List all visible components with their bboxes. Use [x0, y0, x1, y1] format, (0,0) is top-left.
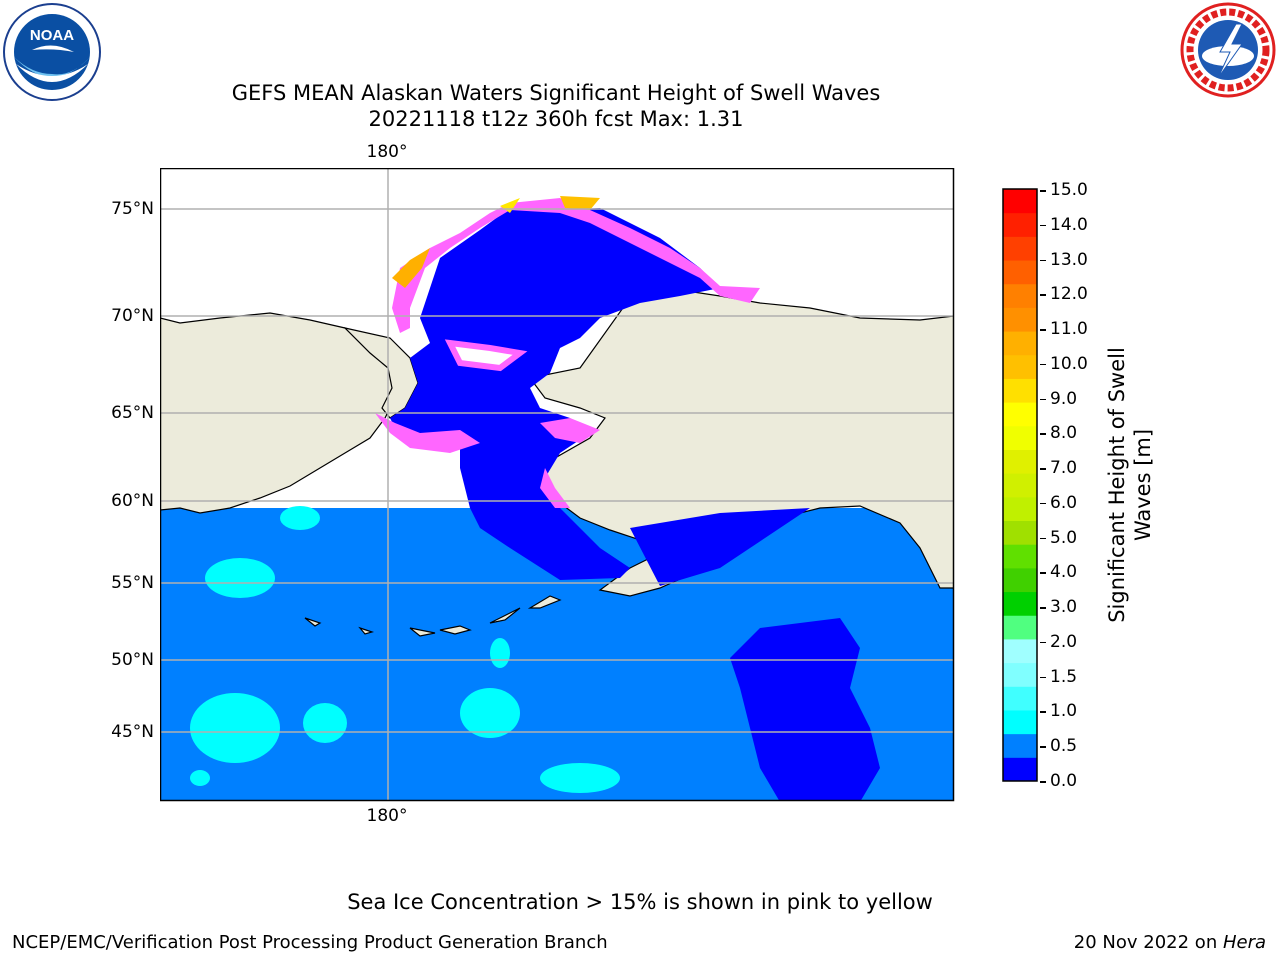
date-credit: 20 Nov 2022 on Hera	[1074, 932, 1266, 953]
medium-swell-patch	[190, 693, 280, 763]
colorbar-tick-label: 8.0	[1050, 423, 1078, 444]
colorbar-tick-mark	[1040, 190, 1046, 192]
colorbar-tick-mark	[1040, 259, 1046, 262]
machine-name: Hera	[1222, 932, 1266, 953]
colorbar-segment	[1003, 354, 1037, 379]
colorbar-tick-mark	[1040, 607, 1046, 609]
colorbar-segment	[1003, 733, 1037, 758]
colorbar-segment	[1003, 615, 1037, 640]
colorbar-tick-label: 1.5	[1050, 666, 1078, 687]
colorbar-tick-label: 0.5	[1050, 736, 1078, 757]
lat-label-50: 50°N	[111, 650, 154, 670]
lon-label-top: 180°	[366, 142, 408, 162]
colorbar-segment	[1003, 567, 1037, 593]
sea-ice-note: Sea Ice Concentration > 15% is shown in …	[347, 890, 933, 914]
colorbar-tick-label: 6.0	[1050, 492, 1078, 513]
swell-height-map	[160, 168, 955, 802]
lon-label-bottom: 180°	[366, 806, 408, 826]
colorbar-tick-label: 0.0	[1050, 771, 1078, 791]
colorbar-tick-mark	[1040, 502, 1046, 505]
branch-credit: NCEP/EMC/Verification Post Processing Pr…	[12, 932, 608, 953]
colorbar-tick-label: 1.0	[1050, 701, 1078, 722]
lat-label-75: 75°N	[111, 199, 154, 219]
colorbar-segment	[1003, 260, 1037, 285]
colorbar-segment	[1003, 378, 1037, 403]
colorbar-tick-mark	[1040, 781, 1046, 783]
colorbar-segment	[1003, 686, 1037, 711]
colorbar-tick-label: 3.0	[1050, 597, 1078, 618]
colorbar-tick-label: 7.0	[1050, 458, 1078, 479]
colorbar-segment	[1003, 520, 1037, 545]
colorbar-segment	[1003, 544, 1037, 569]
colorbar-tick-label: 14.0	[1050, 214, 1088, 235]
colorbar-label-line1: Significant Height of Swell	[1105, 347, 1129, 623]
colorbar-border	[1002, 188, 1038, 782]
colorbar-segment	[1003, 473, 1037, 498]
lat-label-70: 70°N	[111, 306, 154, 326]
nws-logo	[1180, 2, 1276, 98]
colorbar-segment	[1003, 236, 1037, 261]
low-swell-area	[390, 208, 720, 580]
colorbar-tick-mark	[1040, 537, 1046, 540]
colorbar-segment	[1003, 402, 1037, 427]
colorbar-segment	[1003, 662, 1037, 687]
sea-ice-edge	[392, 198, 760, 333]
lat-label-55: 55°N	[111, 573, 154, 593]
date-text: 20 Nov 2022 on	[1073, 932, 1223, 953]
colorbar-segment	[1003, 709, 1037, 735]
colorbar-tick-mark	[1040, 641, 1046, 644]
colorbar-tick-label: 13.0	[1050, 249, 1088, 270]
colorbar-segment	[1003, 331, 1037, 356]
noaa-logo-text: NOAA	[30, 27, 74, 44]
colorbar-tick-mark	[1040, 711, 1046, 713]
colorbar-segment	[1003, 496, 1037, 522]
colorbar-tick-mark	[1040, 676, 1046, 679]
colorbar-tick-mark	[1040, 363, 1046, 366]
lat-label-65: 65°N	[111, 403, 154, 423]
colorbar-tick-label: 2.0	[1050, 631, 1078, 652]
colorbar-tick-label: 15.0	[1050, 180, 1088, 200]
colorbar-tick-label: 5.0	[1050, 527, 1078, 548]
colorbar-tick-mark	[1040, 572, 1046, 574]
colorbar-ticks: 0.0 0.5 1.0 1.5 2.0 3.0 4.0 5.0 6.0 7.0 8.0 9.0 10.0…	[1040, 180, 1110, 791]
colorbar-tick-mark	[1040, 398, 1046, 401]
colorbar-tick-label: 10.0	[1050, 353, 1088, 374]
map-title-line2: 20221118 t12z 360h fcst Max: 1.31	[368, 107, 744, 131]
colorbar-tick-label: 11.0	[1050, 319, 1088, 340]
colorbar-tick-mark	[1040, 329, 1046, 331]
colorbar-segment	[1003, 449, 1037, 474]
lat-label-60: 60°N	[111, 491, 154, 511]
colorbar-segment	[1003, 591, 1037, 616]
colorbar-tick-label: 9.0	[1050, 388, 1078, 409]
map-title-line1: GEFS MEAN Alaskan Waters Significant Hei…	[231, 81, 881, 105]
colorbar-tick-mark	[1040, 294, 1046, 296]
colorbar	[1002, 188, 1038, 782]
lat-label-45: 45°N	[111, 722, 154, 742]
colorbar-tick-label: 4.0	[1050, 562, 1078, 583]
colorbar-segment	[1003, 307, 1037, 332]
colorbar-segment	[1003, 212, 1037, 237]
colorbar-label-line2: Waves [m]	[1131, 428, 1155, 542]
colorbar-tick-mark	[1040, 468, 1046, 470]
colorbar-tick-mark	[1040, 433, 1046, 435]
colorbar-segment	[1003, 638, 1037, 664]
colorbar-tick-mark	[1040, 746, 1046, 748]
colorbar-segment	[1003, 757, 1037, 782]
colorbar-segment	[1003, 425, 1037, 450]
colorbar-tick-mark	[1040, 224, 1046, 227]
colorbar-tick-label: 12.0	[1050, 284, 1088, 305]
colorbar-segment	[1003, 189, 1037, 214]
noaa-logo: NOAA	[2, 2, 102, 102]
colorbar-segment	[1003, 283, 1037, 308]
